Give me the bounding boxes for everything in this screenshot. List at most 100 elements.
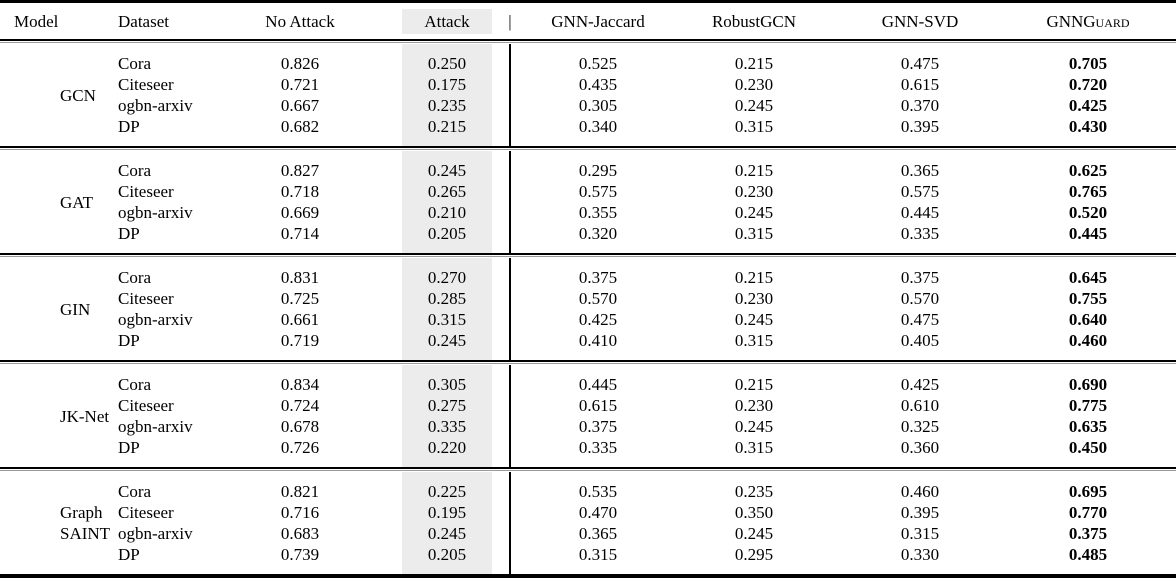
attack-value: 0.175 [427,75,467,94]
gnn-jaccard-value: 0.375 [578,268,618,287]
no-attack-value: 0.726 [280,438,320,457]
attack-highlight-band [402,44,492,146]
gnn-jaccard-value: 0.470 [578,503,618,522]
dataset-name: Cora [118,375,152,394]
attack-value: 0.265 [427,182,467,201]
robustgcn-value: 0.315 [734,224,774,243]
no-attack-value: 0.827 [280,161,320,180]
robustgcn-value: 0.215 [734,161,774,180]
robustgcn-value: 0.295 [734,545,774,564]
dataset-name: ogbn-arxiv [118,203,193,222]
robustgcn-value: 0.235 [734,482,774,501]
dataset-name: ogbn-arxiv [118,417,193,436]
robustgcn-value: 0.245 [734,417,774,436]
table-blocks: GCN Cora 0.826 0.250 0.525 0.215 0.475 0.705 Cit… [0,44,1176,574]
no-attack-value: 0.714 [280,224,320,243]
no-attack-value: 0.739 [280,545,320,564]
gnn-svd-value: 0.575 [900,182,940,201]
gnn-jaccard-value: 0.525 [578,54,618,73]
attack-value: 0.245 [427,331,467,350]
gnnguard-value: 0.775 [1068,396,1108,415]
dataset-name: DP [118,545,140,564]
gnn-jaccard-value: 0.340 [578,117,618,136]
robustgcn-value: 0.230 [734,396,774,415]
gnnguard-value: 0.645 [1068,268,1108,287]
table-header-row: Model Dataset No Attack Attack | GNN-Jac… [0,3,1176,39]
gnnguard-value: 0.460 [1068,331,1108,350]
no-attack-value: 0.721 [280,75,320,94]
attack-value: 0.195 [427,503,467,522]
gnn-svd-value: 0.375 [900,268,940,287]
gnn-svd-value: 0.360 [900,438,940,457]
no-attack-value: 0.725 [280,289,320,308]
gnn-svd-value: 0.335 [900,224,940,243]
block-rule [0,467,1176,472]
column-separator-line [509,44,511,146]
model-block: GIN Cora 0.831 0.270 0.375 0.215 0.375 0.645 Cit… [0,258,1176,360]
no-attack-value: 0.683 [280,524,320,543]
dataset-name: DP [118,438,140,457]
model-name: GCN [60,85,96,105]
model-name: Graph SAINT [60,503,111,543]
gnn-svd-value: 0.405 [900,331,940,350]
dataset-name: Citeseer [118,396,174,415]
no-attack-value: 0.821 [280,482,320,501]
gnn-jaccard-value: 0.295 [578,161,618,180]
column-separator-line [509,365,511,467]
attack-value: 0.245 [427,524,467,543]
gnn-svd-value: 0.475 [900,54,940,73]
gnn-svd-value: 0.325 [900,417,940,436]
dataset-name: DP [118,331,140,350]
dataset-name: DP [118,224,140,243]
attack-value: 0.210 [427,203,467,222]
header-rule [0,39,1176,44]
gnnguard-value: 0.485 [1068,545,1108,564]
gnn-jaccard-value: 0.435 [578,75,618,94]
gnn-svd-value: 0.475 [900,310,940,329]
gnnguard-value: 0.425 [1068,96,1108,115]
column-header-gnnguard: GNNGuard [1046,11,1129,32]
robustgcn-value: 0.315 [734,331,774,350]
gnn-jaccard-value: 0.320 [578,224,618,243]
gnn-jaccard-value: 0.535 [578,482,618,501]
no-attack-value: 0.661 [280,310,320,329]
attack-value: 0.220 [427,438,467,457]
gnn-svd-value: 0.370 [900,96,940,115]
gnn-jaccard-value: 0.305 [578,96,618,115]
column-separator-line [509,151,511,253]
attack-value: 0.335 [427,417,467,436]
model-block: Graph SAINT Cora 0.821 0.225 0.535 0.235 0.460… [0,472,1176,574]
column-separator-line [509,472,511,574]
gnnguard-value: 0.430 [1068,117,1108,136]
no-attack-value: 0.682 [280,117,320,136]
attack-highlight-band [402,365,492,467]
gnnguard-value: 0.625 [1068,161,1108,180]
gnnguard-value: 0.770 [1068,503,1108,522]
attack-value: 0.205 [427,545,467,564]
gnnguard-value: 0.690 [1068,375,1108,394]
robustgcn-value: 0.215 [734,268,774,287]
robustgcn-value: 0.350 [734,503,774,522]
model-name: GAT [60,192,94,212]
bottom-rule [0,574,1176,578]
attack-value: 0.205 [427,224,467,243]
model-block: JK-Net Cora 0.834 0.305 0.445 0.215 0.425 0.690… [0,365,1176,467]
dataset-name: Citeseer [118,182,174,201]
no-attack-value: 0.831 [280,268,320,287]
no-attack-value: 0.667 [280,96,320,115]
model-block: GCN Cora 0.826 0.250 0.525 0.215 0.475 0.705 Cit… [0,44,1176,146]
no-attack-value: 0.724 [280,396,320,415]
block-rule [0,146,1176,151]
attack-value: 0.235 [427,96,467,115]
model-name: GIN [60,299,91,319]
gnn-jaccard-value: 0.575 [578,182,618,201]
column-separator-line [509,258,511,360]
gnnguard-label-smallcaps: Guard [1083,11,1130,31]
attack-value: 0.245 [427,161,467,180]
gnnguard-value: 0.695 [1068,482,1108,501]
attack-value: 0.225 [427,482,467,501]
gnn-jaccard-value: 0.315 [578,545,618,564]
dataset-name: ogbn-arxiv [118,310,193,329]
attack-value: 0.250 [427,54,467,73]
gnn-svd-value: 0.330 [900,545,940,564]
